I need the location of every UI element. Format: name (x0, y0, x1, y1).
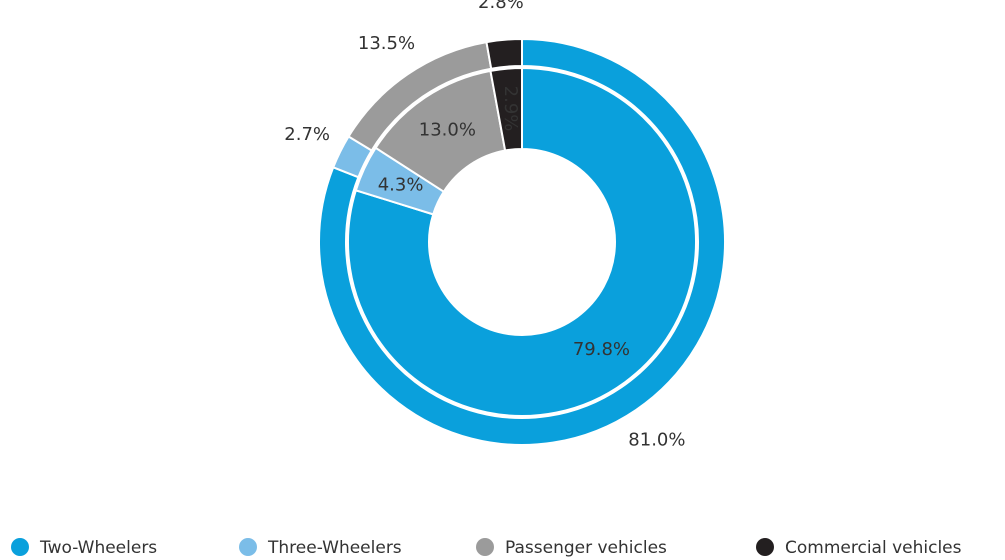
legend-swatch (756, 538, 774, 556)
legend-swatch (476, 538, 494, 556)
donut-segment (318, 37, 726, 446)
data-label: 2.8% (478, 0, 524, 13)
donut-segment (489, 66, 523, 152)
data-label: 79.8% (573, 339, 630, 360)
data-label: 81.0% (628, 429, 685, 450)
data-label: 13.5% (358, 33, 415, 54)
data-label: 4.3% (378, 174, 424, 195)
legend-label: Three-Wheelers (267, 538, 402, 558)
legend-label: Commercial vehicles (785, 538, 962, 558)
legend-label: Two-Wheelers (39, 538, 157, 558)
donut-segment (485, 37, 523, 70)
data-label: 13.0% (419, 120, 476, 141)
legend-label: Passenger vehicles (505, 538, 667, 558)
data-label: 2.9% (500, 86, 521, 132)
legend-swatch (11, 538, 29, 556)
data-label: 2.7% (284, 124, 330, 145)
legend-swatch (239, 538, 257, 556)
donut-segment (347, 66, 697, 417)
